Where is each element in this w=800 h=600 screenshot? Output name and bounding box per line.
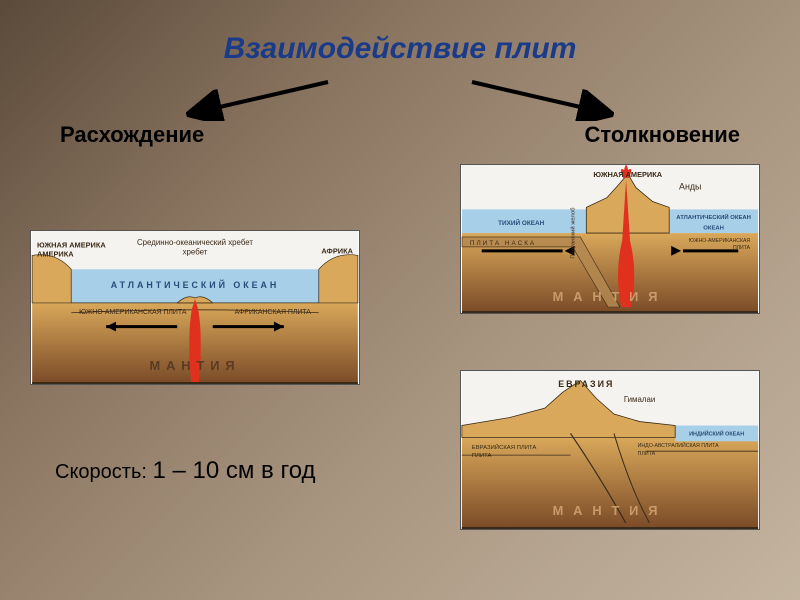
subtitle-collision: Столкновение xyxy=(585,122,741,148)
svg-text:Анды: Анды xyxy=(679,182,701,192)
svg-text:МАНТИЯ: МАНТИЯ xyxy=(553,503,668,518)
svg-text:ЕВРАЗИЯ: ЕВРАЗИЯ xyxy=(558,379,614,389)
svg-text:АФРИКА: АФРИКА xyxy=(321,246,353,255)
svg-text:ПЛИТА НАСКА: ПЛИТА НАСКА xyxy=(470,240,536,247)
subtitle-divergence: Расхождение xyxy=(60,122,204,148)
svg-text:ИНДО-АВСТРАЛИЙСКАЯ ПЛИТА: ИНДО-АВСТРАЛИЙСКАЯ ПЛИТА xyxy=(638,441,720,449)
svg-text:ЮЖНО-АМЕРИКАНСКАЯ: ЮЖНО-АМЕРИКАНСКАЯ xyxy=(689,238,751,244)
svg-text:МАНТИЯ: МАНТИЯ xyxy=(149,358,240,373)
speed-text: Скорость: 1 – 10 см в год xyxy=(55,457,316,485)
svg-text:МАНТИЯ: МАНТИЯ xyxy=(553,289,668,304)
svg-text:ОКЕАН: ОКЕАН xyxy=(703,226,724,232)
page-title: Взаимодействие плит xyxy=(0,32,800,66)
svg-text:ИНДИЙСКИЙ ОКЕАН: ИНДИЙСКИЙ ОКЕАН xyxy=(689,429,744,437)
speed-prefix: Скорость: xyxy=(55,461,152,483)
svg-text:Срединно-океанический хребет: Срединно-океанический хребет xyxy=(137,238,253,247)
svg-text:Перуанский желоб: Перуанский желоб xyxy=(569,207,576,259)
svg-text:Гималаи: Гималаи xyxy=(624,395,655,404)
diagram-subduction: ЮЖНАЯ АМЕРИКА Анды Перуанский желоб ТИХИЙ О… xyxy=(460,164,760,314)
svg-text:ЕВРАЗИЙСКАЯ ПЛИТА: ЕВРАЗИЙСКАЯ ПЛИТА xyxy=(472,443,537,451)
svg-text:АМЕРИКА: АМЕРИКА xyxy=(37,249,74,258)
arrow-left xyxy=(180,76,340,121)
svg-text:АФРИКАНСКАЯ ПЛИТА: АФРИКАНСКАЯ ПЛИТА xyxy=(235,309,312,316)
svg-text:АТЛАНТИЧЕСКИЙ ОКЕАН: АТЛАНТИЧЕСКИЙ ОКЕАН xyxy=(676,213,751,221)
diagram-divergent: ЮЖНАЯ АМЕРИКААМЕРИКА АФРИКА Срединно-океан… xyxy=(30,230,360,385)
svg-text:ПЛИТА: ПЛИТА xyxy=(472,453,492,459)
svg-text:хребет: хребет xyxy=(183,248,208,257)
svg-text:ЮЖНАЯ АМЕРИКА: ЮЖНАЯ АМЕРИКА xyxy=(37,241,106,250)
svg-text:ТИХИЙ ОКЕАН: ТИХИЙ ОКЕАН xyxy=(498,218,545,227)
svg-text:ПЛИТА: ПЛИТА xyxy=(638,451,656,457)
speed-value: 1 – 10 см в год xyxy=(152,457,315,484)
arrow-right xyxy=(460,76,620,121)
svg-text:ЮЖНО-АМЕРИКАНСКАЯ ПЛИТА: ЮЖНО-АМЕРИКАНСКАЯ ПЛИТА xyxy=(79,309,187,316)
svg-text:АТЛАНТИЧЕСКИЙ ОКЕАН: АТЛАНТИЧЕСКИЙ ОКЕАН xyxy=(111,279,280,290)
diagram-collision: ЕВРАЗИЯ Гималаи ЕВРАЗИЙСКАЯ ПЛИТА ПЛИТА ИНДО… xyxy=(460,370,760,530)
svg-text:ПЛИТА: ПЛИТА xyxy=(733,245,751,251)
svg-text:ЮЖНАЯ АМЕРИКА: ЮЖНАЯ АМЕРИКА xyxy=(593,170,662,179)
